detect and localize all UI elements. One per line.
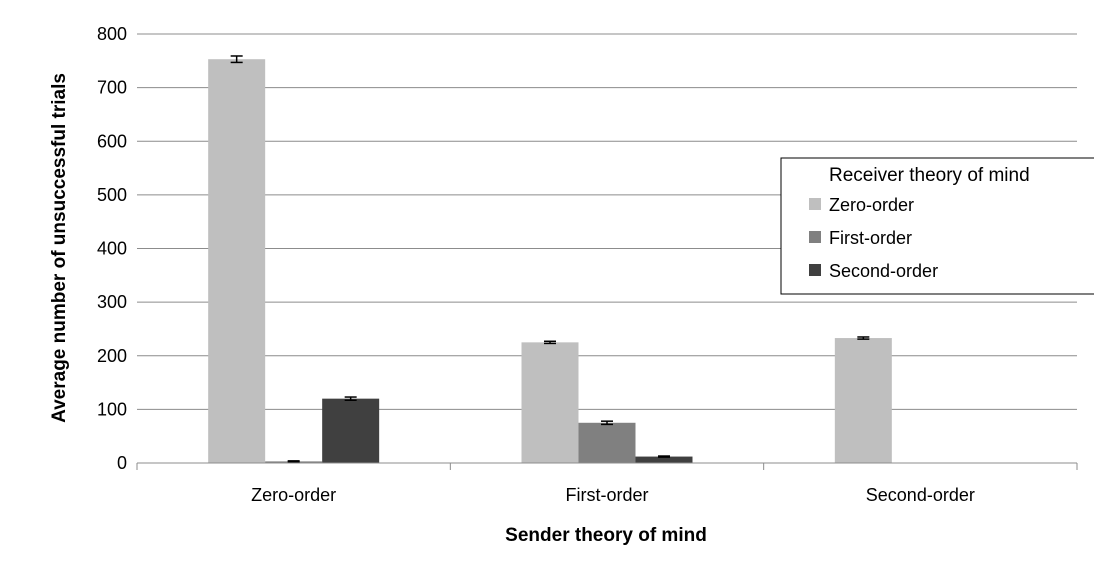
bars [208,59,892,464]
y-tick-label: 800 [97,24,127,44]
y-tick-label: 300 [97,292,127,312]
y-axis-title: Average number of unsuccessful trials [49,73,70,423]
legend-swatch [809,264,821,276]
x-axis-title: Sender theory of mind [505,525,707,546]
bar [834,338,892,463]
bar [322,398,380,463]
bar [521,342,579,463]
y-tick-label: 400 [97,239,127,259]
y-tick-label: 600 [97,131,127,151]
legend-label: First-order [829,228,912,248]
y-tick-label: 100 [97,399,127,419]
legend-title: Receiver theory of mind [829,165,1030,186]
error-bars [230,55,870,463]
x-tick-label: Zero-order [251,485,336,505]
x-axis [136,462,1078,470]
bar [578,422,636,463]
x-tick-label: Second-order [866,485,975,505]
bar [208,59,266,464]
y-tick-labels: 0 100 200 300 400 500 600 700 800 [97,24,127,473]
legend: Receiver theory of mind Zero-order First-… [780,157,1094,295]
legend-swatch [809,231,821,243]
y-tick-label: 0 [117,453,127,473]
x-tick-label: First-order [565,485,648,505]
legend-items: Zero-order First-order Second-order [809,195,938,281]
gridlines [137,33,1077,410]
y-tick-label: 500 [97,185,127,205]
y-tick-label: 700 [97,78,127,98]
legend-label: Zero-order [829,195,914,215]
legend-box [780,157,1094,295]
x-tick-labels: Zero-order First-order Second-order [251,485,975,505]
legend-swatch [809,198,821,210]
bar [635,456,693,463]
y-tick-label: 200 [97,346,127,366]
legend-label: Second-order [829,261,938,281]
